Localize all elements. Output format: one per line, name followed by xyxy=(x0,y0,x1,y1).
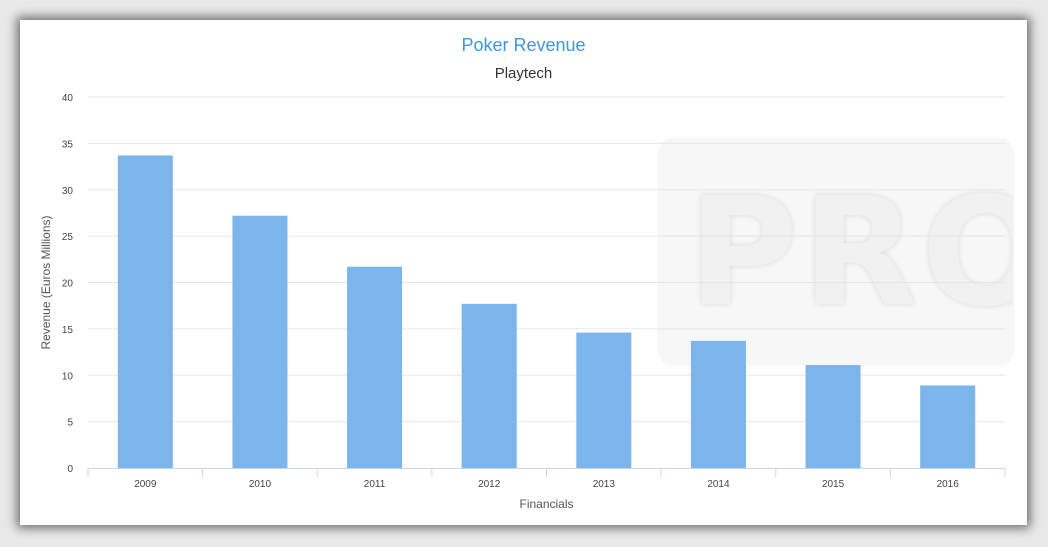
bar-2013 xyxy=(576,332,632,468)
y-tick-label: 30 xyxy=(62,186,74,197)
bar-2016 xyxy=(920,385,976,468)
x-tick-label: 2013 xyxy=(593,479,616,490)
x-tick-label: 2012 xyxy=(478,479,501,490)
bar-2010 xyxy=(232,215,288,468)
y-tick-label: 5 xyxy=(67,418,73,429)
watermark-text: PRO xyxy=(688,166,1014,340)
bar-2011 xyxy=(347,266,403,468)
x-tick-label: 2009 xyxy=(134,479,157,490)
x-tick-label: 2011 xyxy=(364,479,386,490)
x-tick-label: 2010 xyxy=(249,479,272,490)
y-tick-label: 10 xyxy=(62,371,74,382)
y-tick-label: 25 xyxy=(62,232,74,243)
x-tick-label: 2015 xyxy=(822,479,845,490)
y-tick-label: 20 xyxy=(62,279,74,290)
bar-2015 xyxy=(805,365,861,468)
x-axis-title: Financials xyxy=(519,497,573,511)
x-tick-label: 2016 xyxy=(937,479,960,490)
y-axis-title: Revenue (Euros Millions) xyxy=(39,215,53,349)
y-tick-label: 15 xyxy=(62,325,74,336)
pro-watermark: PRO xyxy=(658,138,1014,366)
y-tick-label: 40 xyxy=(62,93,74,104)
bar-2012 xyxy=(461,303,517,468)
bar-chart: 0 5 10 15 20 25 30 35 40 2009 2010 2011 2012 2013 2014… xyxy=(39,93,1006,511)
x-tick-label: 2014 xyxy=(707,479,730,490)
chart-card: Poker Revenue Playtech PRO 0 5 10 15 20 25 30 3… xyxy=(20,20,1027,525)
chart-title: Poker Revenue xyxy=(461,35,586,55)
y-tick-label: 35 xyxy=(62,139,74,150)
y-tick-label: 0 xyxy=(67,464,73,475)
bar-2014 xyxy=(690,340,746,468)
chart-subtitle: Playtech xyxy=(494,65,553,82)
bar-2009 xyxy=(117,155,173,468)
